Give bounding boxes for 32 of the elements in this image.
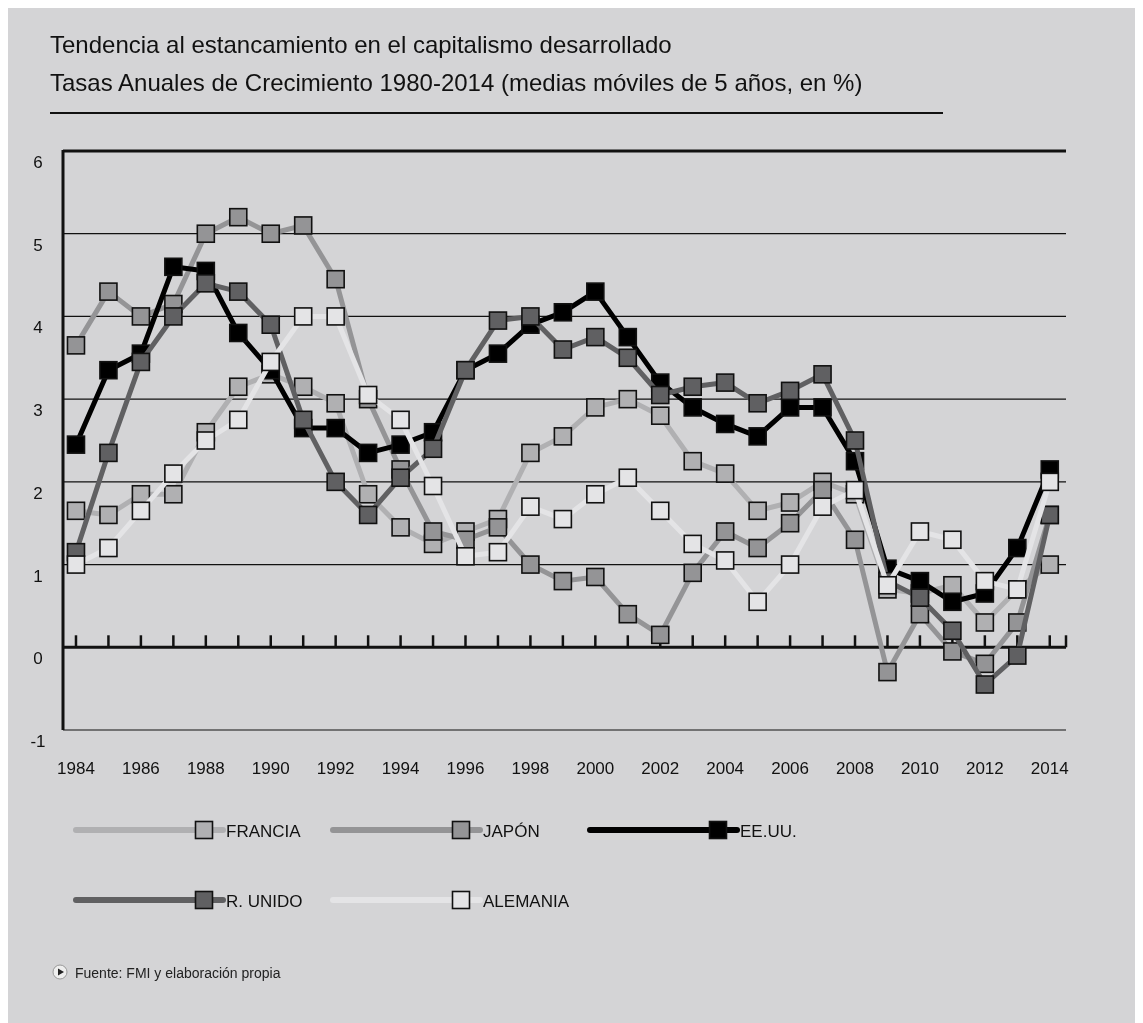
source-note: Fuente: FMI y elaboración propia: [75, 965, 281, 981]
x-tick-label: 1990: [251, 759, 290, 778]
y-tick-label: 1: [33, 566, 43, 586]
y-tick-label: 3: [33, 401, 43, 421]
x-tick-label: 2010: [901, 759, 939, 778]
x-tick-label: 2012: [965, 759, 1004, 778]
y-tick-label: 0: [33, 649, 43, 669]
x-tick-label: 1992: [316, 759, 355, 778]
x-tick-label: 2000: [576, 759, 615, 778]
x-tick-label: 2008: [836, 759, 874, 778]
x-tick-label: 2004: [706, 759, 745, 778]
legend-label: R. UNIDO: [226, 892, 303, 911]
x-tick-label: 1988: [186, 759, 225, 778]
y-tick-label: 6: [33, 153, 43, 172]
x-tick-label: 2002: [641, 759, 680, 778]
legend-label: EE.UU.: [740, 822, 797, 841]
chart-title: Tendencia al estancamiento en el capitalismo desarrollado: [50, 31, 672, 58]
x-tick-label: 2014: [1030, 759, 1069, 778]
y-tick-label: -1: [30, 732, 46, 751]
y-tick-label: 2: [33, 483, 43, 503]
legend-label: FRANCIA: [226, 822, 302, 841]
x-tick-label: 1998: [511, 759, 550, 778]
x-tick-label: 1986: [121, 759, 160, 778]
x-tick-label: 2006: [771, 759, 810, 778]
legend-label: JAPÓN: [483, 822, 540, 841]
y-tick-label: 5: [33, 235, 43, 255]
x-tick-label: 1996: [446, 759, 485, 778]
legend-label: ALEMANIA: [483, 892, 570, 911]
x-tick-label: 1984: [57, 759, 95, 778]
chart-subtitle: Tasas Anuales de Crecimiento 1980-2014 (medias móviles de 5 años, en %): [50, 69, 863, 96]
x-tick-label: 1994: [381, 759, 420, 778]
y-tick-label: 4: [33, 318, 43, 338]
